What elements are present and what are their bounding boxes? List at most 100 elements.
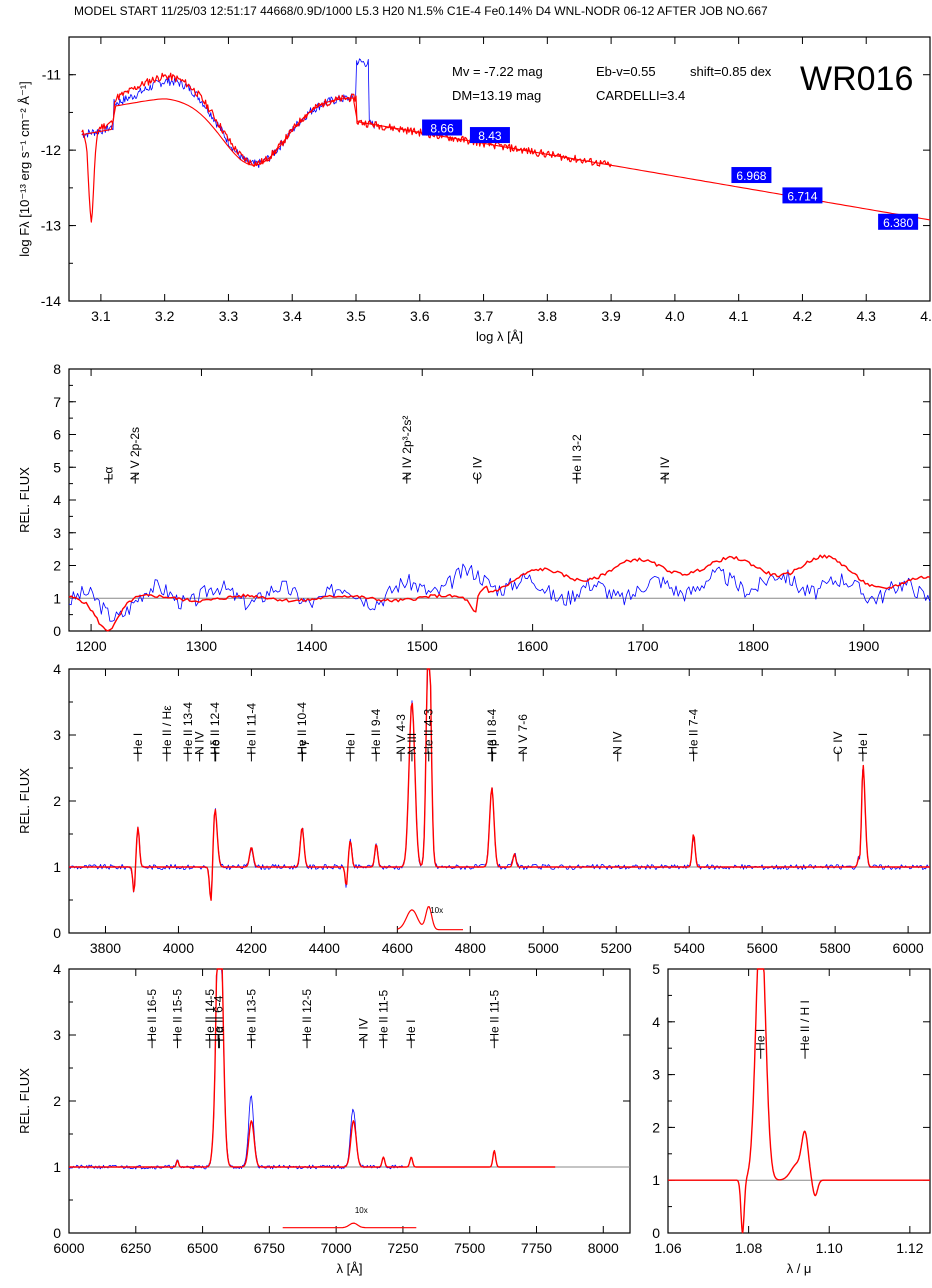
line-id-label: Hα xyxy=(212,1026,226,1042)
line-id-label: He I xyxy=(404,1020,418,1042)
panel-red: 6000 6250 6500 6750 7000 7250 7500 7750 8000 0 1 2 3… xyxy=(17,961,631,1276)
y-tick-label: 4 xyxy=(53,492,61,508)
ebv-annotation: Eb-v=0.55 xyxy=(596,64,656,79)
x-tick-label: 6500 xyxy=(187,1240,218,1256)
x-tick-label: 1400 xyxy=(296,638,327,654)
line-id-label: He II 16-5 xyxy=(145,989,159,1042)
x-tick-label: 8000 xyxy=(588,1240,619,1256)
line-id-label: He II 12-4 xyxy=(208,702,222,755)
x-tick-label: 1.08 xyxy=(735,1240,762,1256)
line-id-label: He II 3-2 xyxy=(570,434,584,480)
x-tick-label: 7750 xyxy=(521,1240,552,1256)
x-tick-label: 1900 xyxy=(848,638,879,654)
x-tick-label: 5600 xyxy=(747,940,778,956)
y-axis-label: REL. FLUX xyxy=(17,467,32,533)
x-tick-label: 7250 xyxy=(387,1240,418,1256)
panel-sed: 3.1 3.2 3.3 3.4 3.5 3.6 3.7 3.8 3.9 4.0 4.1 4.2 4.3 4… xyxy=(17,36,932,344)
line-id-label: He I xyxy=(856,733,870,755)
x-tick-label: 4.4 xyxy=(920,308,932,324)
panel-optical: 3800 4000 4200 4400 4600 4800 5000 5200 5400 5600… xyxy=(17,661,931,956)
line-id-label: He II 12-5 xyxy=(300,989,314,1042)
line-id-label: He II 11-4 xyxy=(244,703,258,755)
line-id-label: He II 4-3 xyxy=(422,708,436,754)
x-tick-label: 1800 xyxy=(738,638,769,654)
y-tick-label: 5 xyxy=(53,459,61,475)
x-tick-label: 6000 xyxy=(53,1240,84,1256)
y-tick-label: 5 xyxy=(652,961,660,977)
header-text: MODEL START 11/25/03 12:51:17 44668/0.9D… xyxy=(74,4,768,18)
photometry-box xyxy=(469,127,510,144)
y-tick-label: 0 xyxy=(652,1225,660,1241)
x-tick-label: 5000 xyxy=(528,940,559,956)
observed-spectrum xyxy=(81,58,376,169)
x-tick-label: 4.1 xyxy=(729,308,749,324)
mv-annotation: Mv = -7.22 mag xyxy=(452,64,543,79)
line-id-label: N V 7-6 xyxy=(516,714,530,755)
line-id-label: N IV xyxy=(357,1018,371,1041)
line-id-label: N IV xyxy=(611,731,625,754)
y-tick-label: 3 xyxy=(53,727,61,743)
plot-frame xyxy=(68,668,931,934)
y-tick-label: 1 xyxy=(53,590,61,606)
y-tick-label: -12 xyxy=(41,142,61,158)
x-tick-label: 3.3 xyxy=(219,308,239,324)
y-tick-label: 2 xyxy=(652,1119,660,1135)
line-id-label: He II 13-5 xyxy=(244,989,258,1042)
x-tick-label: 7000 xyxy=(321,1240,352,1256)
line-id-label: He II 15-5 xyxy=(170,989,184,1042)
y-tick-label: 1 xyxy=(53,859,61,875)
x-tick-label: 6000 xyxy=(893,940,924,956)
x-tick-label: 3.1 xyxy=(91,308,111,324)
y-tick-label: 3 xyxy=(652,1067,660,1083)
y-tick-label: 4 xyxy=(652,1014,660,1030)
y-tick-label: 2 xyxy=(53,558,61,574)
x-tick-label: 3.2 xyxy=(155,308,175,324)
x-tick-label: 5800 xyxy=(820,940,851,956)
photometry-box xyxy=(878,213,919,230)
x-tick-label: 4.2 xyxy=(793,308,813,324)
cardelli-annotation: CARDELLI=3.4 xyxy=(596,88,685,103)
x-tick-label: 1700 xyxy=(627,638,658,654)
x-tick-label: 1300 xyxy=(186,638,217,654)
y-tick-label: 0 xyxy=(53,1225,61,1241)
y-tick-label: 1 xyxy=(53,1159,61,1175)
y-tick-label: 0 xyxy=(53,925,61,941)
line-id-label: He II 11-5 xyxy=(376,989,390,1041)
y-axis-label: REL. FLUX xyxy=(17,768,32,834)
line-id-label: N V 4-3 xyxy=(394,714,408,755)
x-tick-label: 4000 xyxy=(163,940,194,956)
panel-ir: 1.06 1.08 1.10 1.12 0 1 2 3 4 5 λ / μ He I He II / H… xyxy=(652,961,931,1276)
x-tick-label: 5200 xyxy=(601,940,632,956)
photometry-box xyxy=(422,119,463,136)
x-tick-label: 4800 xyxy=(455,940,486,956)
line-id-label: C IV xyxy=(831,731,845,754)
line-id-label: He II / H I xyxy=(798,1000,812,1051)
x-tick-label: 4.3 xyxy=(856,308,876,324)
observed-spectrum xyxy=(68,968,404,1170)
y-tick-label: 8 xyxy=(53,361,61,377)
line-id-label: Hβ xyxy=(486,739,500,755)
x-tick-label: 3.9 xyxy=(601,308,621,324)
photometry-label: 8.66 xyxy=(430,122,454,136)
y-tick-label: 2 xyxy=(53,1093,61,1109)
x-tick-label: 3.4 xyxy=(282,308,302,324)
y-tick-label: 7 xyxy=(53,394,61,410)
line-id-label: He II 8-4 xyxy=(485,708,499,754)
inset-label: 10x xyxy=(355,1206,368,1215)
plot-frame xyxy=(68,368,931,632)
y-tick-label: 4 xyxy=(53,961,61,977)
x-tick-label: 4200 xyxy=(236,940,267,956)
line-id-label: He II 11-5 xyxy=(487,989,501,1041)
star-name: WR016 xyxy=(800,60,913,98)
x-tick-label: 1200 xyxy=(75,638,106,654)
model-spectrum xyxy=(69,668,930,901)
x-tick-label: 3.8 xyxy=(538,308,558,324)
model-spectrum xyxy=(667,968,931,1234)
x-tick-label: 7500 xyxy=(454,1240,485,1256)
line-id-label: He I xyxy=(754,1029,768,1051)
y-tick-label: 0 xyxy=(53,623,61,639)
photometry-box xyxy=(731,167,772,184)
photometry-label: 6.968 xyxy=(736,169,766,183)
y-tick-label: 3 xyxy=(53,1027,61,1043)
